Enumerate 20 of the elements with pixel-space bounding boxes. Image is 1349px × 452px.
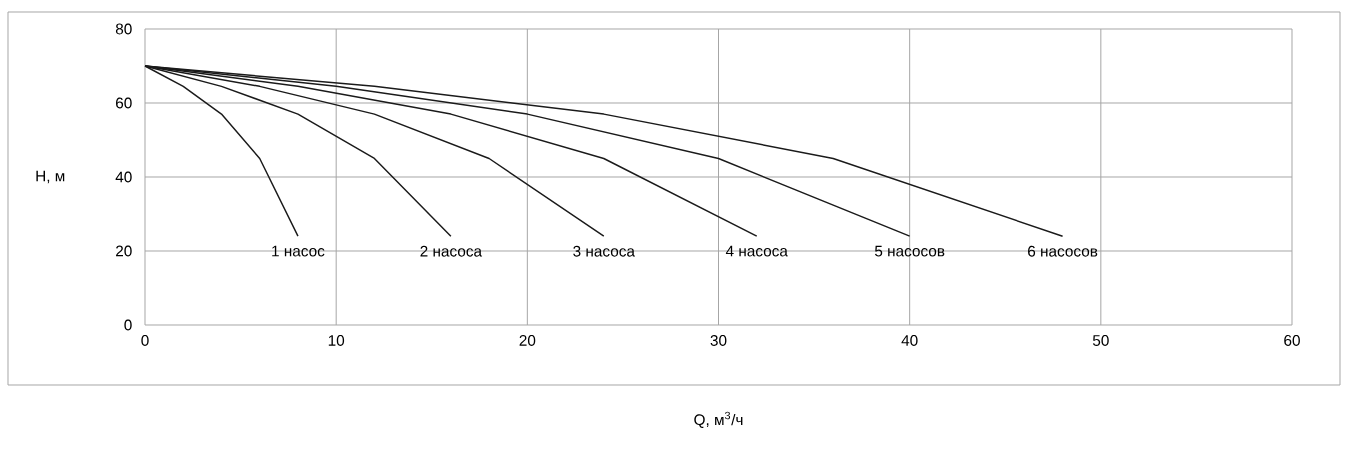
x-tick-label: 50 [1092,335,1109,346]
x-tick-label: 60 [1284,335,1300,346]
x-tick-label: 10 [328,335,345,346]
x-axis-title: Q, м$^{3}$/ч [694,411,743,428]
series-label: 1 насос [272,245,325,257]
x-tick-label: 0 [141,335,149,346]
x-tick-label: 20 [519,335,536,346]
series-label: 6 насосов [1028,245,1098,257]
y-tick-label: 40 [115,171,132,183]
series-label: 5 насосов [874,245,945,257]
y-tick-label: 60 [116,97,132,109]
x-tick-label: 40 [901,335,918,346]
series-label: 4 насоса [725,245,788,257]
x-tick-label: 30 [710,335,727,346]
series-label: 2 насоса [420,245,483,257]
y-tick-label: 80 [115,23,132,35]
y-axis-title: H, м [36,170,65,184]
series-label: 3 насоса [573,245,635,257]
y-tick-label: 0 [124,319,132,331]
y-tick-label: 20 [116,245,132,257]
